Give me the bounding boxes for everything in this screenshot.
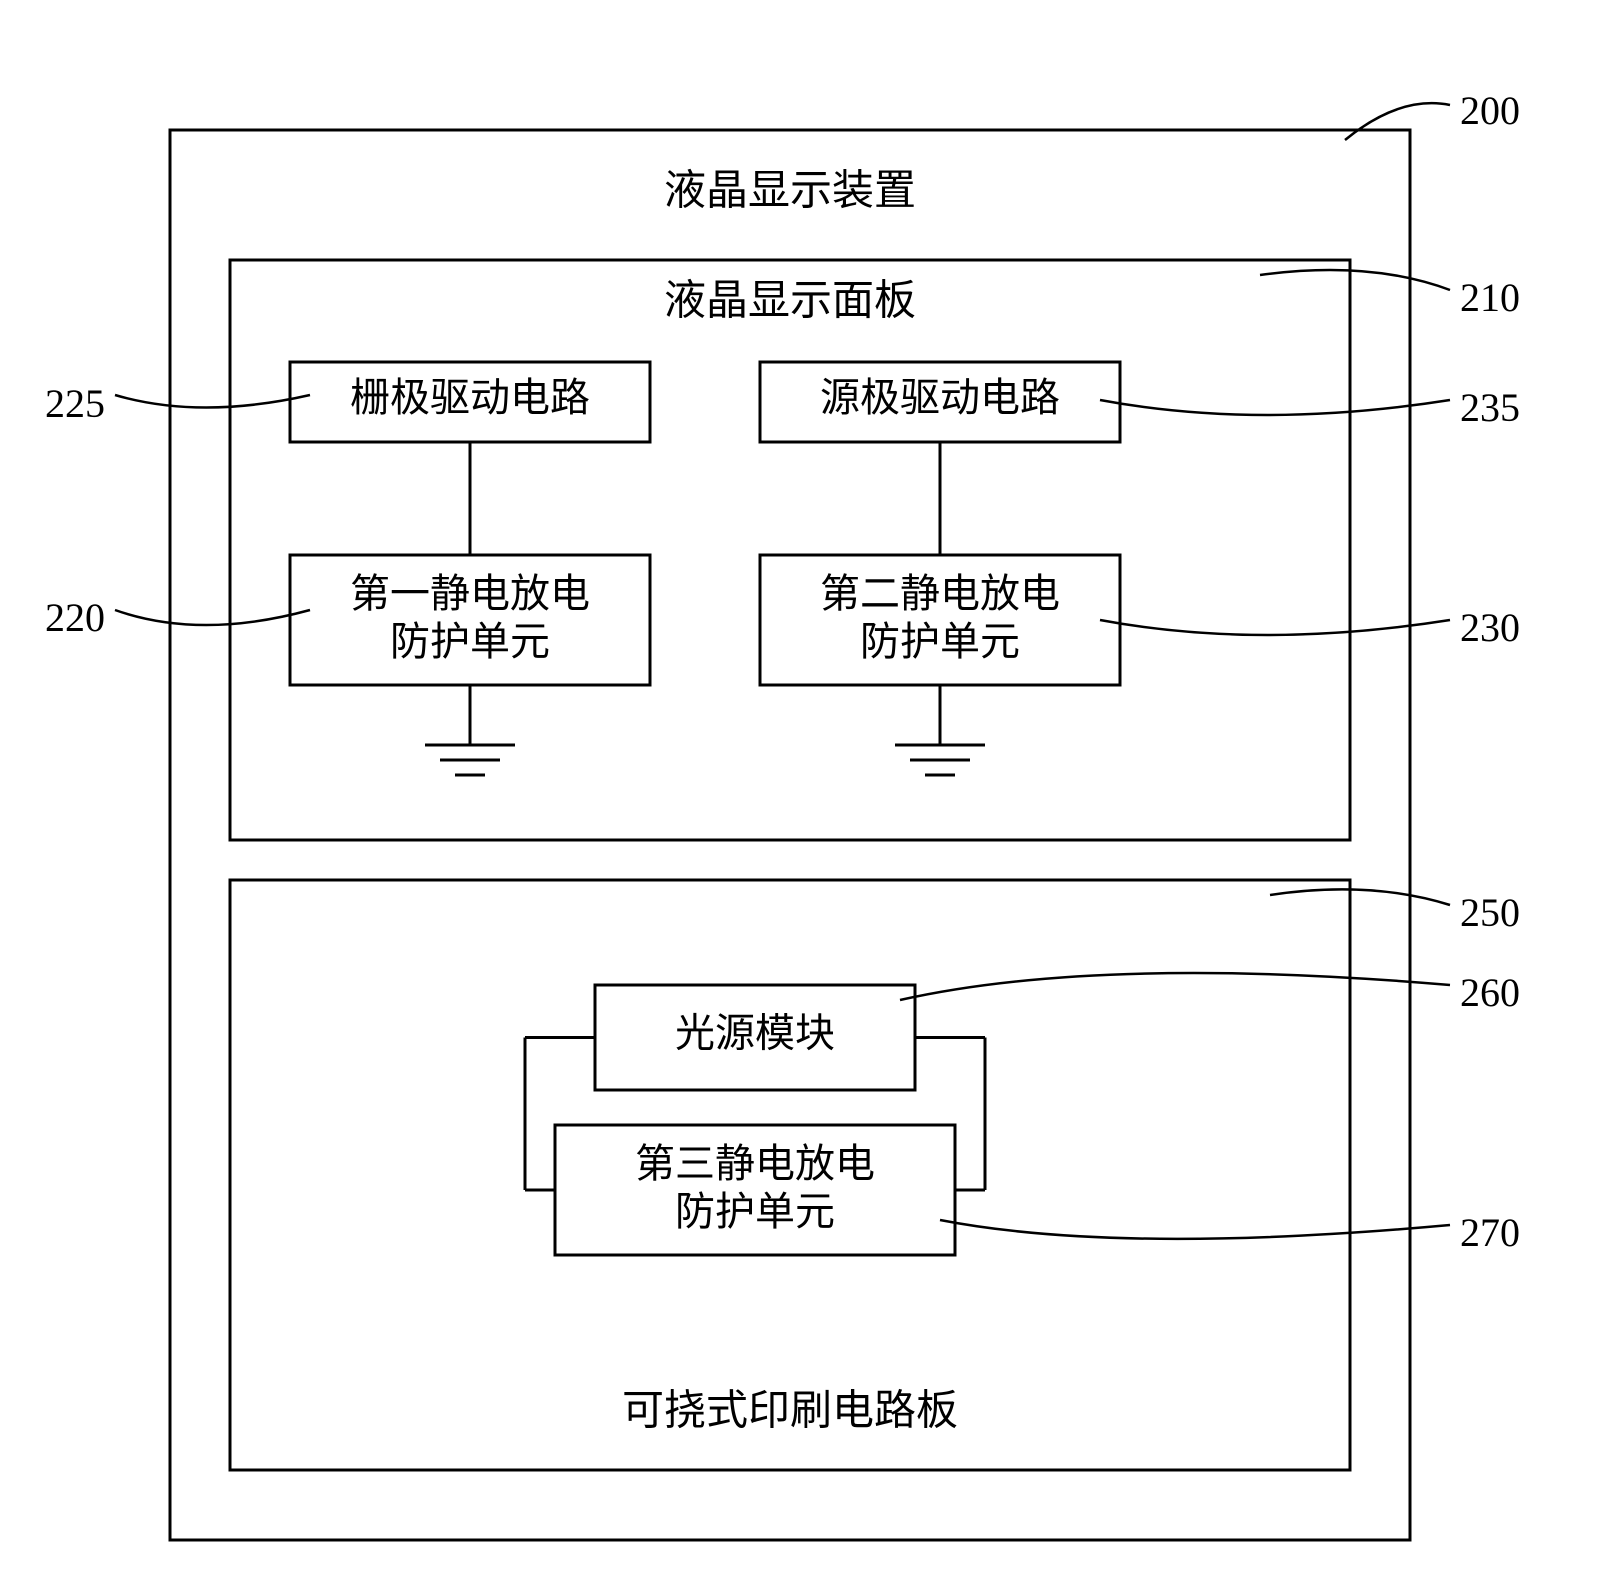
ref-r230: 230	[1460, 605, 1520, 650]
ref-r235: 235	[1460, 385, 1520, 430]
gate-driver-label: 栅极驱动电路	[350, 375, 590, 420]
leader-r200	[1345, 103, 1450, 140]
ref-r260: 260	[1460, 970, 1520, 1015]
ref-r270: 270	[1460, 1210, 1520, 1255]
leader-r235	[1100, 400, 1450, 415]
leader-r210	[1260, 270, 1450, 290]
esd3-label-line1: 第三静电放电	[635, 1141, 875, 1186]
leader-r270	[940, 1220, 1450, 1239]
ref-r250: 250	[1460, 890, 1520, 935]
esd1-label-line1: 第一静电放电	[350, 571, 590, 616]
source-driver-label: 源极驱动电路	[820, 375, 1060, 420]
lcd-device-box	[170, 130, 1410, 1540]
leader-r230	[1100, 620, 1450, 635]
ref-r200: 200	[1460, 88, 1520, 133]
esd3-label-line2: 防护单元	[675, 1189, 835, 1234]
ref-r225: 225	[45, 381, 105, 426]
lcd-device-title: 液晶显示装置	[664, 169, 916, 215]
lcd-panel-title: 液晶显示面板	[664, 279, 916, 325]
esd2-label-line1: 第二静电放电	[820, 571, 1060, 616]
leader-r225	[115, 395, 310, 408]
light-module-label: 光源模块	[675, 1011, 835, 1056]
esd1-label-line2: 防护单元	[390, 619, 550, 664]
leader-r220	[115, 610, 310, 625]
esd2-label-line2: 防护单元	[860, 619, 1020, 664]
leader-r250	[1270, 889, 1450, 905]
leader-r260	[900, 973, 1450, 1000]
flex-pcb-title: 可挠式印刷电路板	[622, 1389, 958, 1435]
ref-r220: 220	[45, 595, 105, 640]
ref-r210: 210	[1460, 275, 1520, 320]
lcd-panel-box	[230, 260, 1350, 840]
